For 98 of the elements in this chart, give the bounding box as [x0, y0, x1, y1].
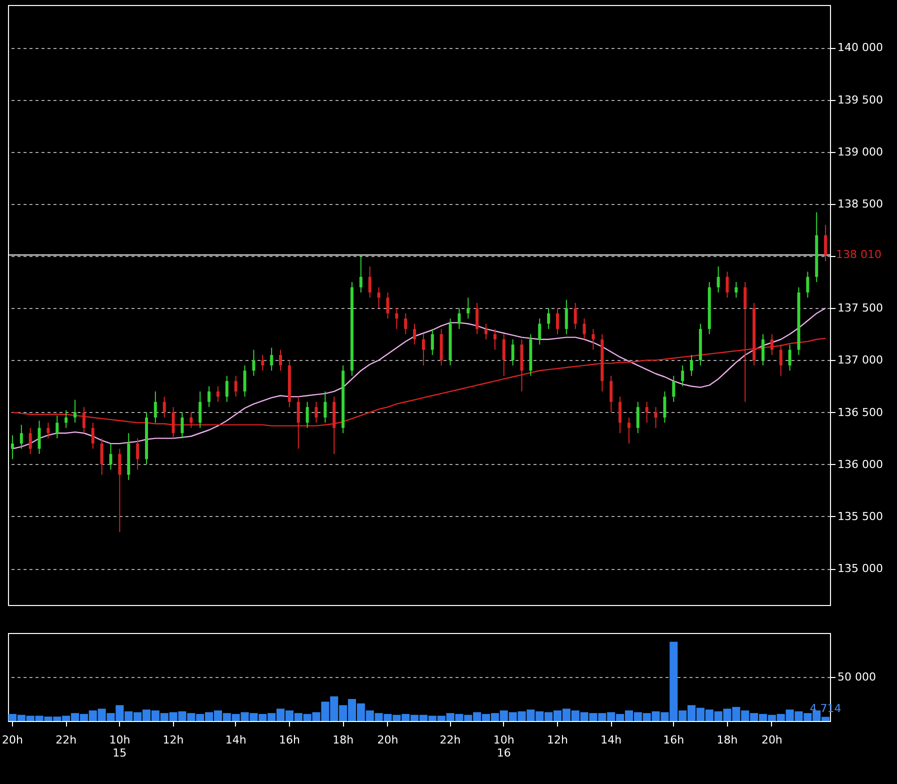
candlestick: [663, 390, 666, 424]
y-tick-label: 136 500: [838, 406, 883, 419]
candlestick: [556, 308, 559, 335]
x-tick-label: 10h 16: [493, 734, 514, 760]
candlestick: [716, 266, 720, 293]
candlestick: [46, 422, 50, 439]
y-tick-label: 135 500: [838, 510, 883, 523]
candlestick: [547, 308, 550, 330]
candlestick: [806, 271, 810, 298]
candlestick: [100, 438, 104, 476]
candlestick: [466, 297, 470, 320]
candlestick: [690, 354, 694, 376]
candlestick: [243, 364, 246, 398]
candlestick: [511, 338, 514, 366]
candlestick: [20, 424, 23, 450]
candlestick: [252, 349, 256, 376]
line-series: [12, 308, 826, 450]
candlestick: [618, 396, 622, 434]
candlestick: [314, 401, 318, 424]
candlestick: [645, 401, 648, 424]
candlestick: [279, 349, 282, 372]
candlestick: [582, 318, 586, 340]
candlestick: [368, 266, 372, 298]
x-tick-label: 18h: [332, 734, 354, 746]
x-tick-label: 16h: [663, 734, 684, 746]
candlestick: [538, 318, 542, 346]
y-tick-label: 137 500: [838, 302, 883, 315]
candlestick: [395, 308, 398, 330]
candlestick: [324, 390, 327, 424]
y-tick-label: 139 000: [838, 145, 883, 158]
x-tick-label: 22h: [56, 734, 77, 746]
candlestick: [270, 347, 274, 372]
candlestick: [413, 323, 416, 346]
candlestick: [377, 286, 380, 309]
candlestick: [162, 396, 166, 418]
candlestick: [502, 334, 506, 376]
candlestick: [225, 375, 228, 402]
candlestick: [198, 390, 202, 428]
candlestick: [824, 224, 828, 262]
x-tick-label: 20h: [2, 734, 23, 746]
candlestick: [476, 302, 479, 335]
candlestick: [64, 410, 68, 428]
candlestick: [56, 414, 59, 439]
candlestick: [306, 401, 309, 428]
y-tick-label: 138 500: [838, 197, 883, 210]
y-tick-label: 140 000: [838, 41, 883, 54]
candlestick: [458, 308, 461, 330]
candlestick: [681, 364, 684, 387]
y-tick-label: 135 000: [838, 562, 883, 576]
y-tick-label: 139 500: [838, 93, 883, 106]
candlestick: [359, 254, 362, 293]
candlestick: [154, 390, 157, 424]
x-tick-label: 12h: [162, 734, 184, 746]
candlestick: [38, 420, 41, 454]
x-tick-label: 12h: [547, 734, 568, 746]
candlestick: [208, 386, 211, 408]
candlestick: [761, 334, 764, 366]
candlestick: [636, 401, 640, 434]
y-tick-label: 137 000: [838, 354, 883, 367]
candlestick: [74, 399, 77, 424]
x-tick-label: 22h: [440, 734, 461, 746]
candlestick: [788, 344, 792, 372]
y-tick-label: 50 000: [838, 670, 876, 684]
candlestick: [109, 443, 112, 470]
candlestick: [734, 282, 738, 298]
candlestick: [627, 417, 630, 444]
x-tick-label: 14h: [225, 734, 246, 746]
candlestick: [261, 354, 264, 372]
candlestick: [28, 427, 32, 454]
ref-line-label: 138 010: [836, 248, 882, 261]
candlestick: [91, 422, 94, 450]
x-tick-label: 10h 15: [109, 734, 130, 760]
candlestick: [574, 302, 577, 330]
candlestick: [180, 412, 184, 439]
candlestick: [136, 438, 140, 470]
y-tick-label: 136 000: [838, 458, 883, 471]
candlestick: [493, 328, 496, 350]
candlestick: [592, 328, 595, 350]
candlestick: [779, 344, 782, 376]
candlestick: [386, 292, 390, 320]
candlestick: [234, 375, 238, 398]
candlestick: [654, 406, 658, 428]
candlestick: [422, 334, 425, 366]
x-tick-label: 16h: [278, 734, 300, 746]
x-tick-label: 14h: [600, 734, 622, 746]
candlestick: [484, 323, 488, 340]
candlestick: [404, 312, 408, 335]
x-tick-label: 20h: [377, 734, 398, 746]
candlestick: [216, 386, 220, 402]
x-tick-label: 18h: [716, 734, 738, 746]
candlestick: [118, 448, 122, 533]
candlestick: [564, 299, 568, 335]
candlestick: [726, 271, 729, 298]
candlestick: [672, 375, 676, 402]
x-tick-label: 20h: [761, 734, 782, 746]
candlestick: [610, 375, 613, 413]
candlestick: [10, 434, 14, 460]
candlestick: [430, 328, 434, 356]
